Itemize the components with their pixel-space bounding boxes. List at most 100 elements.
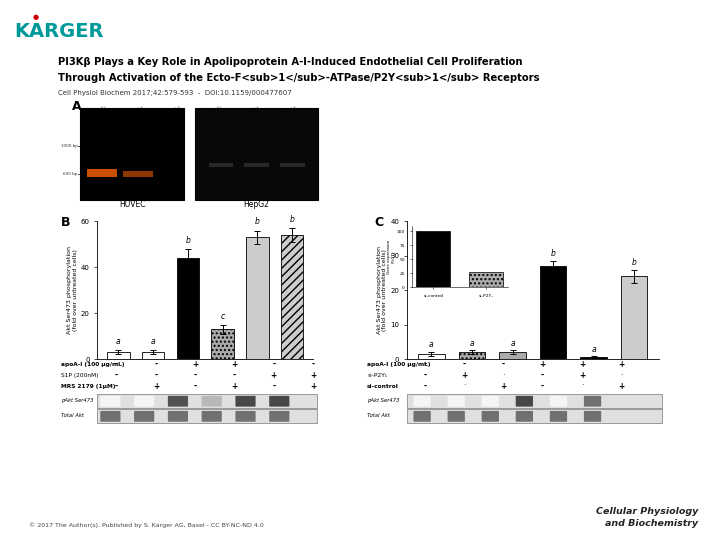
Text: -: - bbox=[272, 382, 275, 390]
Bar bbox=[176, 258, 199, 359]
Text: apoA-I (100 µg/mL): apoA-I (100 µg/mL) bbox=[61, 362, 125, 367]
Text: P2Y₁: P2Y₁ bbox=[214, 104, 223, 114]
Text: +: + bbox=[271, 371, 277, 380]
Text: -: - bbox=[154, 360, 158, 369]
Text: a: a bbox=[469, 339, 474, 348]
Text: b: b bbox=[551, 249, 556, 258]
Text: pAkt Ser473: pAkt Ser473 bbox=[61, 398, 94, 403]
Text: apoA-I (100 µg/mL): apoA-I (100 µg/mL) bbox=[367, 362, 431, 367]
Text: © 2017 The Author(s). Published by S. Karger AG, Basel - CC BY-NC-ND 4.0: © 2017 The Author(s). Published by S. Ka… bbox=[29, 523, 264, 528]
Text: -: - bbox=[541, 382, 544, 390]
Text: 1000 bp: 1000 bp bbox=[60, 144, 78, 148]
Text: +: + bbox=[579, 371, 585, 380]
Text: 600 bp: 600 bp bbox=[63, 172, 78, 176]
Text: -: - bbox=[115, 382, 118, 390]
Text: Through Activation of the Ecto-F<sub>1</sub>-ATPase/P2Y<sub>1</sub> Receptors: Through Activation of the Ecto-F<sub>1</… bbox=[58, 73, 539, 83]
Text: a: a bbox=[591, 345, 596, 354]
Bar bbox=[246, 238, 269, 359]
Text: S1P (200nM): S1P (200nM) bbox=[61, 373, 99, 378]
Text: -: - bbox=[423, 382, 426, 390]
Text: P2Y₁₂: P2Y₁₂ bbox=[133, 104, 145, 115]
Text: b: b bbox=[185, 236, 190, 245]
Bar bbox=[80, 108, 184, 200]
Text: ·: · bbox=[502, 371, 505, 380]
Text: HepG2: HepG2 bbox=[244, 200, 269, 209]
Text: +: + bbox=[231, 382, 238, 390]
Text: -: - bbox=[502, 360, 505, 369]
Bar bbox=[107, 352, 130, 359]
Bar bbox=[209, 163, 233, 167]
Text: +: + bbox=[310, 382, 316, 390]
Text: b: b bbox=[631, 258, 636, 267]
Text: -: - bbox=[115, 360, 118, 369]
Bar bbox=[540, 266, 566, 359]
Text: P2Y₁₃: P2Y₁₃ bbox=[287, 104, 298, 115]
Text: +: + bbox=[500, 382, 506, 390]
Bar bbox=[459, 352, 485, 359]
Bar bbox=[244, 163, 269, 167]
Bar bbox=[195, 108, 318, 200]
Text: C: C bbox=[374, 216, 384, 229]
Text: +: + bbox=[579, 360, 585, 369]
Text: +: + bbox=[618, 360, 624, 369]
Bar bbox=[87, 170, 117, 177]
Text: P2Y₁: P2Y₁ bbox=[97, 104, 107, 114]
Text: -: - bbox=[154, 371, 158, 380]
Text: -: - bbox=[423, 360, 426, 369]
Text: KARGER: KARGER bbox=[14, 22, 104, 42]
Y-axis label: Akt Ser473 phosphorylation
(fold over untreated cells): Akt Ser473 phosphorylation (fold over un… bbox=[377, 246, 387, 334]
Text: P2Y₁₃: P2Y₁₃ bbox=[171, 104, 181, 115]
Text: c: c bbox=[220, 312, 225, 321]
Bar bbox=[500, 352, 526, 359]
Bar bbox=[142, 352, 164, 359]
Text: PI3Kβ Plays a Key Role in Apolipoprotein A-I-Induced Endothelial Cell Proliferat: PI3Kβ Plays a Key Role in Apolipoprotein… bbox=[58, 57, 522, 67]
Text: B: B bbox=[61, 216, 71, 229]
Text: b: b bbox=[289, 215, 294, 224]
Bar bbox=[580, 357, 607, 359]
Text: ·: · bbox=[581, 382, 583, 390]
Text: -: - bbox=[312, 360, 315, 369]
Text: a: a bbox=[150, 338, 156, 346]
Text: and Biochemistry: and Biochemistry bbox=[606, 519, 698, 528]
Text: +: + bbox=[310, 371, 316, 380]
Text: ●: ● bbox=[33, 14, 39, 20]
Text: ·: · bbox=[620, 371, 623, 380]
Text: A: A bbox=[72, 100, 81, 113]
Text: -: - bbox=[423, 371, 426, 380]
Text: -: - bbox=[462, 360, 466, 369]
Y-axis label: Akt Ser473 phosphorylation
(fold over untreated cells): Akt Ser473 phosphorylation (fold over un… bbox=[67, 246, 78, 334]
Bar bbox=[418, 354, 445, 359]
Text: MRS 2179 (1µM): MRS 2179 (1µM) bbox=[61, 383, 116, 389]
Text: -: - bbox=[541, 371, 544, 380]
Text: +: + bbox=[461, 371, 467, 380]
Text: b: b bbox=[255, 218, 260, 226]
Text: +: + bbox=[539, 360, 546, 369]
Text: -: - bbox=[115, 371, 118, 380]
Text: +: + bbox=[153, 382, 159, 390]
Text: -: - bbox=[194, 382, 197, 390]
Text: +: + bbox=[618, 382, 624, 390]
Text: Cellular Physiology: Cellular Physiology bbox=[596, 507, 698, 516]
Text: a: a bbox=[116, 338, 121, 346]
Text: -: - bbox=[272, 360, 275, 369]
Text: -: - bbox=[233, 371, 236, 380]
Text: si-control: si-control bbox=[367, 383, 399, 389]
Bar bbox=[621, 276, 647, 359]
Text: si-P2Y₁: si-P2Y₁ bbox=[367, 373, 387, 378]
Text: +: + bbox=[231, 360, 238, 369]
Text: Cell Physiol Biochem 2017;42:579-593  -  DOI:10.1159/000477607: Cell Physiol Biochem 2017;42:579-593 - D… bbox=[58, 90, 292, 96]
Text: P2Y₁₂: P2Y₁₂ bbox=[250, 104, 261, 115]
Text: -: - bbox=[194, 371, 197, 380]
Text: a: a bbox=[429, 340, 433, 349]
Bar bbox=[122, 172, 153, 177]
Text: ·: · bbox=[463, 382, 465, 390]
Text: Total Akt: Total Akt bbox=[367, 413, 390, 418]
Text: HUVEC: HUVEC bbox=[119, 200, 145, 209]
Bar bbox=[280, 163, 305, 167]
Text: Total Akt: Total Akt bbox=[61, 413, 84, 418]
Text: pAkt Ser473: pAkt Ser473 bbox=[367, 398, 400, 403]
Bar bbox=[281, 235, 303, 359]
Text: +: + bbox=[192, 360, 198, 369]
Text: a: a bbox=[510, 339, 515, 348]
Bar bbox=[211, 329, 234, 359]
